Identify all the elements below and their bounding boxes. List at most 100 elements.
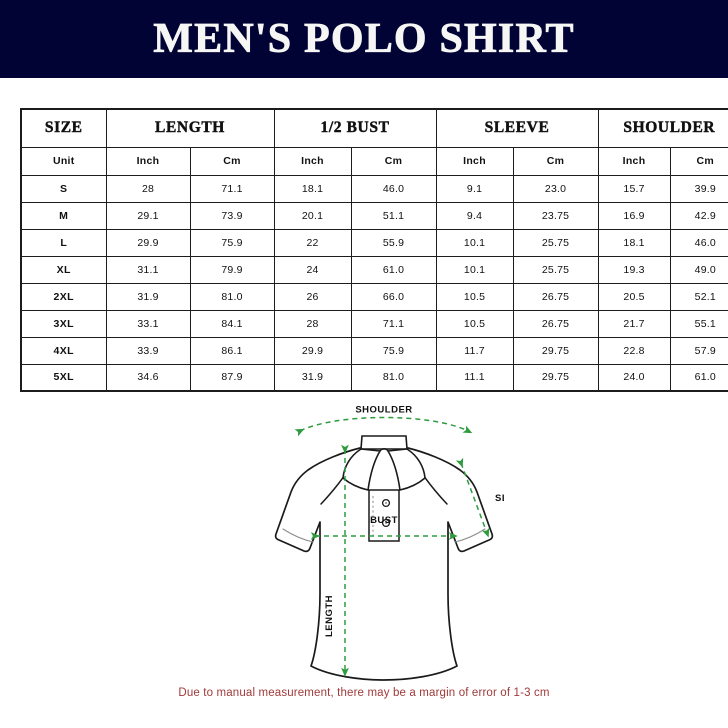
measurement-disclaimer: Due to manual measurement, there may be … xyxy=(178,687,550,699)
shoulder-measure-arrow xyxy=(294,416,473,437)
table-row: S 28 71.1 18.1 46.0 9.1 23.0 15.7 39.9 xyxy=(20,174,728,203)
cell-length-cm: 81.0 xyxy=(189,282,275,311)
cell-sleeve-inch: 10.1 xyxy=(435,255,514,284)
cell-shoulder-cm: 49.0 xyxy=(669,255,728,284)
cell-shoulder-cm: 61.0 xyxy=(669,363,728,392)
table-row: 3XL 33.1 84.1 28 71.1 10.5 26.75 21.7 55… xyxy=(20,309,728,338)
group-header-sleeve: SLEEVE xyxy=(435,108,599,148)
cell-bust-cm: 75.9 xyxy=(350,336,437,365)
cell-size: 5XL xyxy=(20,363,107,392)
unit-bust-inch: Inch xyxy=(273,146,352,176)
cell-length-inch: 33.1 xyxy=(105,309,191,338)
shoulder-label: SHOULDER xyxy=(355,405,412,416)
table-row: M 29.1 73.9 20.1 51.1 9.4 23.75 16.9 42.… xyxy=(20,201,728,230)
group-header-size: SIZE xyxy=(20,108,107,148)
cell-shoulder-inch: 18.1 xyxy=(597,228,671,257)
cell-size: 4XL xyxy=(20,336,107,365)
cell-length-cm: 84.1 xyxy=(189,309,275,338)
sleeve-measure-arrow xyxy=(455,457,490,538)
cell-sleeve-inch: 10.1 xyxy=(435,228,514,257)
table-row: 5XL 34.6 87.9 31.9 81.0 11.1 29.75 24.0 … xyxy=(20,363,728,392)
cell-shoulder-cm: 52.1 xyxy=(669,282,728,311)
table-unit-row: Unit Inch Cm Inch Cm Inch Cm Inch Cm xyxy=(20,146,728,176)
cell-length-inch: 34.6 xyxy=(105,363,191,392)
cell-sleeve-inch: 9.4 xyxy=(435,201,514,230)
length-label: LENGTH xyxy=(324,595,335,637)
cell-sleeve-cm: 29.75 xyxy=(512,336,599,365)
cell-size: M xyxy=(20,201,107,230)
cell-shoulder-cm: 46.0 xyxy=(669,228,728,257)
unit-sleeve-inch: Inch xyxy=(435,146,514,176)
sleeve-label: SLEEVE xyxy=(495,493,504,504)
cell-bust-inch: 20.1 xyxy=(273,201,352,230)
cell-size: 2XL xyxy=(20,282,107,311)
cell-length-cm: 71.1 xyxy=(189,174,275,203)
unit-bust-cm: Cm xyxy=(350,146,437,176)
group-header-length: LENGTH xyxy=(105,108,275,148)
cell-shoulder-inch: 20.5 xyxy=(597,282,671,311)
cell-bust-inch: 18.1 xyxy=(273,174,352,203)
cell-bust-inch: 28 xyxy=(273,309,352,338)
cell-length-cm: 73.9 xyxy=(189,201,275,230)
button-placket xyxy=(368,489,400,542)
cell-length-inch: 31.1 xyxy=(105,255,191,284)
cell-shoulder-cm: 55.1 xyxy=(669,309,728,338)
size-table-container: SIZE LENGTH 1/2 BUST SLEEVE SHOULDER Uni… xyxy=(20,108,728,392)
cell-bust-cm: 71.1 xyxy=(350,309,437,338)
cell-bust-cm: 46.0 xyxy=(350,174,437,203)
cell-length-cm: 86.1 xyxy=(189,336,275,365)
cell-bust-inch: 26 xyxy=(273,282,352,311)
button-bottom-hole xyxy=(385,522,387,524)
cell-sleeve-inch: 10.5 xyxy=(435,309,514,338)
unit-label: Unit xyxy=(20,146,107,176)
cell-bust-inch: 22 xyxy=(273,228,352,257)
cell-length-cm: 79.9 xyxy=(189,255,275,284)
cell-shoulder-inch: 15.7 xyxy=(597,174,671,203)
table-row: 2XL 31.9 81.0 26 66.0 10.5 26.75 20.5 52… xyxy=(20,282,728,311)
collar-right-wing xyxy=(386,448,426,491)
cell-bust-cm: 81.0 xyxy=(350,363,437,392)
cell-sleeve-cm: 29.75 xyxy=(512,363,599,392)
collar xyxy=(342,435,426,491)
cell-shoulder-inch: 22.8 xyxy=(597,336,671,365)
cell-bust-cm: 51.1 xyxy=(350,201,437,230)
polo-shirt-measurement-diagram: SHOULDER SLEEVE BUST LENGTH xyxy=(264,404,504,682)
unit-shoulder-inch: Inch xyxy=(597,146,671,176)
cell-length-cm: 87.9 xyxy=(189,363,275,392)
collar-notch xyxy=(379,448,389,452)
cell-sleeve-cm: 23.0 xyxy=(512,174,599,203)
group-header-bust: 1/2 BUST xyxy=(273,108,437,148)
cell-size: XL xyxy=(20,255,107,284)
unit-sleeve-cm: Cm xyxy=(512,146,599,176)
table-row: 4XL 33.9 86.1 29.9 75.9 11.7 29.75 22.8 … xyxy=(20,336,728,365)
cell-length-cm: 75.9 xyxy=(189,228,275,257)
cell-sleeve-cm: 26.75 xyxy=(512,282,599,311)
table-row: L 29.9 75.9 22 55.9 10.1 25.75 18.1 46.0 xyxy=(20,228,728,257)
cell-size: L xyxy=(20,228,107,257)
cell-size: S xyxy=(20,174,107,203)
cell-sleeve-cm: 26.75 xyxy=(512,309,599,338)
cell-sleeve-cm: 23.75 xyxy=(512,201,599,230)
cell-length-inch: 29.9 xyxy=(105,228,191,257)
cell-sleeve-cm: 25.75 xyxy=(512,255,599,284)
cell-length-inch: 31.9 xyxy=(105,282,191,311)
cell-size: 3XL xyxy=(20,309,107,338)
polo-shirt-illustration: SHOULDER SLEEVE BUST LENGTH xyxy=(274,405,504,681)
shirt-body-outline xyxy=(274,447,494,681)
cell-bust-inch: 24 xyxy=(273,255,352,284)
cell-length-inch: 33.9 xyxy=(105,336,191,365)
page-header-band: MEN'S POLO SHIRT xyxy=(0,0,728,78)
cell-sleeve-inch: 9.1 xyxy=(435,174,514,203)
cell-sleeve-inch: 11.1 xyxy=(435,363,514,392)
table-group-header-row: SIZE LENGTH 1/2 BUST SLEEVE SHOULDER xyxy=(20,108,728,148)
collar-band xyxy=(360,435,408,450)
cell-shoulder-cm: 57.9 xyxy=(669,336,728,365)
size-table: SIZE LENGTH 1/2 BUST SLEEVE SHOULDER Uni… xyxy=(20,108,728,392)
cell-length-inch: 28 xyxy=(105,174,191,203)
unit-shoulder-cm: Cm xyxy=(669,146,728,176)
cell-shoulder-inch: 24.0 xyxy=(597,363,671,392)
unit-length-cm: Cm xyxy=(189,146,275,176)
cell-shoulder-inch: 19.3 xyxy=(597,255,671,284)
group-header-shoulder: SHOULDER xyxy=(597,108,728,148)
